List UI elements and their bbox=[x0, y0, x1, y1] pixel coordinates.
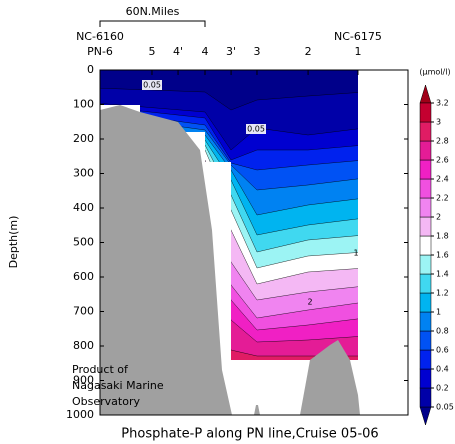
y-tick-label: 500 bbox=[73, 236, 94, 249]
y-tick-label: 400 bbox=[73, 201, 94, 214]
chart-title: Phosphate-P along PN line,Cruise 05-06 bbox=[121, 427, 378, 442]
colorbar-tick-label: 2.6 bbox=[436, 156, 449, 165]
colorbar-band bbox=[419, 216, 432, 237]
colorbar-band bbox=[419, 349, 432, 370]
annotation-line: Product of bbox=[72, 363, 129, 376]
colorbar-tick-label: 0.6 bbox=[436, 346, 449, 355]
y-tick-label: 100 bbox=[73, 98, 94, 111]
station-label: 5 bbox=[148, 45, 155, 58]
colorbar-band bbox=[419, 121, 432, 142]
contour-label-bg bbox=[142, 80, 162, 90]
contour-label: 1 bbox=[353, 249, 358, 258]
colorbar-tick-label: 1.8 bbox=[436, 232, 449, 241]
colorbar-tick-label: 2 bbox=[436, 213, 441, 222]
y-tick-label: 900 bbox=[73, 374, 94, 387]
y-tick-label: 0 bbox=[87, 63, 94, 76]
y-tick-label: 200 bbox=[73, 132, 94, 145]
colorbar-band bbox=[419, 197, 432, 218]
colorbar-tick-label: 2.8 bbox=[436, 137, 449, 146]
colorbar-tick-label: 3.2 bbox=[436, 99, 449, 108]
annotation-line: Nagasaki Marine bbox=[72, 379, 164, 392]
end-label: NC-6160 bbox=[76, 30, 124, 43]
colorbar-tick-label: 2.4 bbox=[436, 175, 449, 184]
scale-bar-label: 60N.Miles bbox=[126, 5, 180, 18]
colorbar-band bbox=[419, 254, 432, 275]
land bbox=[254, 405, 260, 415]
station-label: 1 bbox=[354, 45, 361, 58]
colorbar-tick-label: 1.6 bbox=[436, 251, 449, 260]
land bbox=[300, 340, 360, 415]
contour-label-bg bbox=[246, 124, 266, 134]
colorbar-band bbox=[419, 311, 432, 332]
colorbar-tick-label: 0.05 bbox=[436, 403, 454, 412]
colorbar-band bbox=[419, 292, 432, 313]
colorbar-tick-label: 2.2 bbox=[436, 194, 449, 203]
colorbar-band bbox=[419, 235, 432, 256]
colorbar-label: (μmol/l) bbox=[419, 68, 450, 77]
station-label: PN-6 bbox=[87, 45, 113, 58]
colorbar-tick-label: 1.4 bbox=[436, 270, 449, 279]
colorbar-band bbox=[419, 159, 432, 180]
station-label: 3 bbox=[253, 45, 260, 58]
colorbar-tick-label: 0.8 bbox=[436, 327, 449, 336]
contour-label: 2 bbox=[307, 298, 312, 307]
station-label: 4 bbox=[202, 45, 209, 58]
colorbar-band bbox=[419, 330, 432, 351]
end-label: NC-6175 bbox=[334, 30, 382, 43]
colorbar-band bbox=[419, 178, 432, 199]
colorbar-end bbox=[419, 84, 432, 104]
colorbar-band bbox=[419, 273, 432, 294]
colorbar-tick-label: 1 bbox=[436, 308, 441, 317]
contour-label: 0.05 bbox=[143, 81, 161, 90]
annotation: Product of Nagasaki Marine Observatory bbox=[72, 363, 164, 408]
station-label: 2 bbox=[305, 45, 312, 58]
colorbar-end bbox=[419, 406, 432, 426]
y-axis-label: Depth(m) bbox=[7, 216, 20, 269]
colorbar-band bbox=[419, 387, 432, 408]
station-label: 4' bbox=[173, 45, 183, 58]
colorbar-band bbox=[419, 102, 432, 123]
y-tick-label: 800 bbox=[73, 339, 94, 352]
colorbar-tick-label: 0.4 bbox=[436, 365, 449, 374]
colorbar-tick-label: 0.2 bbox=[436, 384, 449, 393]
colorbar-tick-label: 1.2 bbox=[436, 289, 449, 298]
y-tick-label: 1000 bbox=[66, 408, 94, 421]
y-tick-label: 600 bbox=[73, 270, 94, 283]
station-label: 3' bbox=[226, 45, 236, 58]
land bbox=[100, 105, 232, 415]
y-tick-label: 700 bbox=[73, 305, 94, 318]
y-tick-label: 300 bbox=[73, 167, 94, 180]
annotation-line: Observatory bbox=[72, 395, 140, 408]
colorbar-band bbox=[419, 368, 432, 389]
scale-bar bbox=[99, 20, 206, 27]
colorbar-tick-label: 3 bbox=[436, 118, 441, 127]
colorbar-band bbox=[419, 140, 432, 161]
contour-label: 0.05 bbox=[247, 125, 265, 134]
